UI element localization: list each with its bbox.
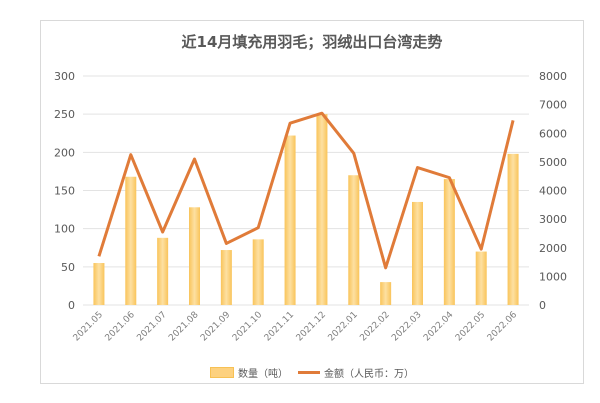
bar[interactable] — [507, 153, 519, 305]
chart-title: 近14月填充用羽毛；羽绒出口台湾走势 — [181, 33, 443, 51]
x-axis-label: 2021.06 — [104, 310, 138, 344]
bar[interactable] — [475, 251, 487, 305]
x-axis-label: 2021.07 — [135, 310, 168, 343]
chart-plot: 0501001502002503000100020003000400050006… — [54, 70, 567, 344]
x-axis-label: 2022.04 — [422, 310, 456, 344]
chart-frame: 近14月填充用羽毛；羽绒出口台湾走势 0 50 100 150 200 250 300 0 10… — [40, 20, 584, 384]
x-axis-label: 2022.05 — [454, 310, 487, 343]
bar[interactable] — [284, 135, 296, 305]
bar[interactable] — [157, 237, 169, 305]
left-axis-tick: 50 — [61, 261, 75, 274]
amount-line[interactable] — [97, 111, 515, 270]
x-axis-label: 2021.11 — [263, 310, 296, 343]
right-axis-tick: 1000 — [539, 270, 567, 283]
legend: 数量（吨） 金额（人民币：万） — [41, 365, 583, 380]
left-axis-tick: 150 — [54, 185, 75, 198]
right-axis-tick: 8000 — [539, 70, 567, 83]
x-axis-label: 2021.10 — [231, 310, 265, 344]
x-axis-label: 2022.03 — [390, 310, 423, 343]
left-axis-tick: 100 — [54, 223, 75, 236]
legend-item-quantity[interactable]: 数量（吨） — [210, 365, 288, 380]
x-axis-label: 2022.01 — [327, 310, 360, 343]
bar[interactable] — [189, 207, 200, 305]
left-axis-tick: 250 — [54, 108, 75, 121]
bar[interactable] — [93, 263, 105, 305]
bar[interactable] — [252, 239, 264, 305]
x-axis-label: 2021.12 — [295, 310, 328, 343]
legend-label-amount: 金额（人民币：万） — [324, 369, 414, 380]
left-axis-tick: 200 — [54, 146, 75, 159]
bar[interactable] — [316, 114, 328, 306]
right-axis-tick: 2000 — [539, 242, 567, 255]
bar[interactable] — [348, 175, 360, 305]
right-axis-tick: 5000 — [539, 156, 567, 169]
x-axis-label: 2021.05 — [72, 310, 105, 343]
x-axis-label: 2022.02 — [358, 310, 391, 343]
x-axis-label: 2022.06 — [486, 310, 520, 344]
left-axis-tick: 0 — [68, 299, 75, 312]
line-swatch-icon — [298, 371, 320, 374]
legend-label-quantity: 数量（吨） — [238, 369, 288, 380]
right-axis-tick: 7000 — [539, 99, 567, 112]
bar[interactable] — [220, 250, 232, 305]
left-axis-tick: 300 — [54, 70, 75, 83]
bar-swatch-icon — [210, 367, 234, 378]
x-axis-label: 2021.08 — [167, 310, 201, 344]
right-axis-tick: 3000 — [539, 213, 567, 226]
bar[interactable] — [380, 282, 392, 305]
bar[interactable] — [125, 176, 137, 305]
bar[interactable] — [412, 201, 423, 305]
legend-item-amount[interactable]: 金额（人民币：万） — [298, 365, 414, 380]
right-axis-tick: 4000 — [539, 185, 567, 198]
x-axis-label: 2021.09 — [199, 310, 233, 344]
right-axis-tick: 0 — [539, 299, 546, 312]
bar[interactable] — [443, 179, 455, 305]
right-axis-tick: 6000 — [539, 127, 567, 140]
